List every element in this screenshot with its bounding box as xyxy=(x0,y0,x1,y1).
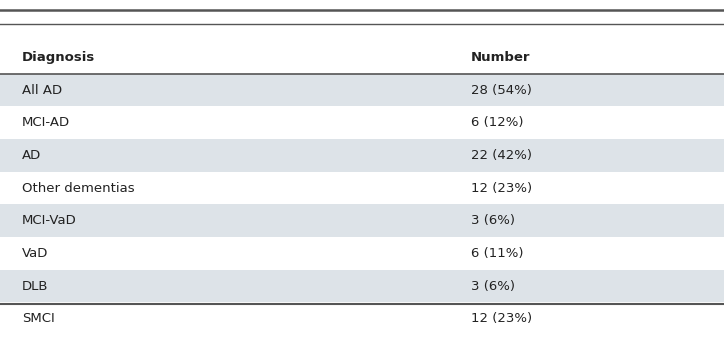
Text: Diagnosis: Diagnosis xyxy=(22,51,95,64)
Bar xyxy=(0,270,724,302)
Text: 12 (23%): 12 (23%) xyxy=(471,312,531,325)
Text: Number: Number xyxy=(471,51,530,64)
Text: DLB: DLB xyxy=(22,280,49,293)
Text: MCI-VaD: MCI-VaD xyxy=(22,214,77,227)
Text: 6 (12%): 6 (12%) xyxy=(471,116,523,129)
Text: 12 (23%): 12 (23%) xyxy=(471,182,531,195)
Text: 3 (6%): 3 (6%) xyxy=(471,280,515,293)
Bar xyxy=(0,139,724,172)
Text: 28 (54%): 28 (54%) xyxy=(471,83,531,96)
Bar xyxy=(0,41,724,74)
Bar xyxy=(0,237,724,270)
Text: 22 (42%): 22 (42%) xyxy=(471,149,531,162)
Bar xyxy=(0,302,724,335)
Text: SMCI: SMCI xyxy=(22,312,54,325)
Text: Other dementias: Other dementias xyxy=(22,182,135,195)
Text: AD: AD xyxy=(22,149,41,162)
Text: MCI-AD: MCI-AD xyxy=(22,116,70,129)
Text: 6 (11%): 6 (11%) xyxy=(471,247,523,260)
Text: All AD: All AD xyxy=(22,83,62,96)
Bar xyxy=(0,172,724,205)
Bar xyxy=(0,205,724,237)
Text: 3 (6%): 3 (6%) xyxy=(471,214,515,227)
Text: VaD: VaD xyxy=(22,247,48,260)
Bar xyxy=(0,74,724,106)
Bar xyxy=(0,106,724,139)
